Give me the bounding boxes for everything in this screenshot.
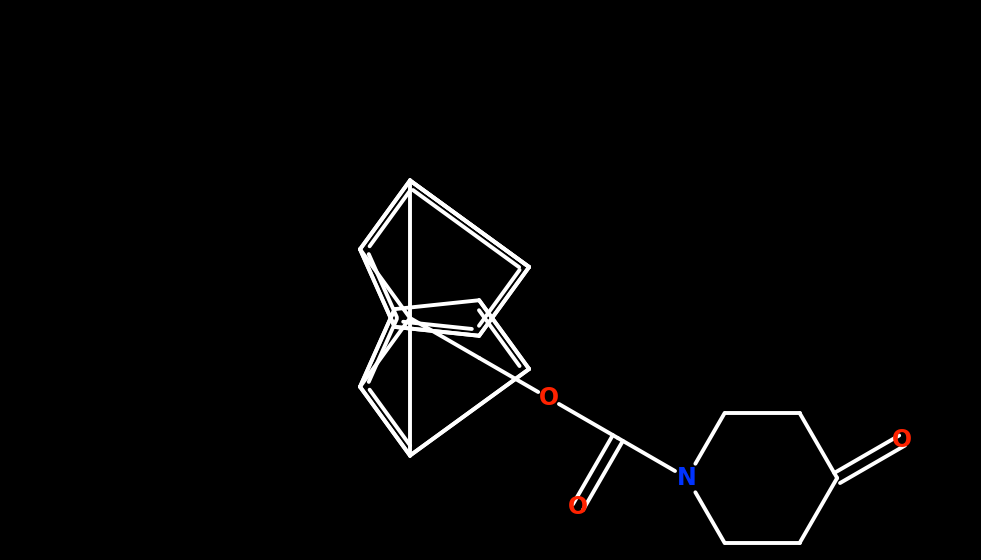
- Text: O: O: [892, 428, 912, 452]
- Text: O: O: [568, 495, 588, 519]
- Text: O: O: [539, 386, 558, 410]
- Text: N: N: [677, 466, 697, 490]
